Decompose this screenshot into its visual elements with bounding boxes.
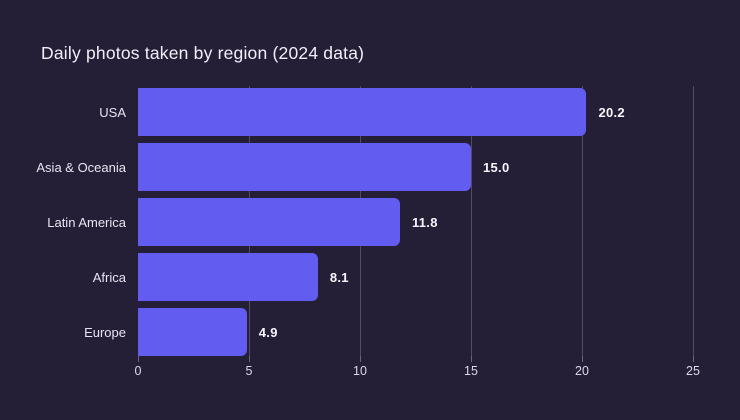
bar-row: USA 20.2	[99, 88, 693, 136]
gridline	[693, 86, 694, 356]
category-label: Latin America	[47, 214, 126, 230]
x-tick-mark	[582, 356, 583, 362]
bar	[138, 88, 587, 136]
plot-area: USA 20.2 Asia & Oceania 15.0 Latin America 11…	[36, 86, 694, 356]
value-label: 11.8	[411, 214, 438, 230]
bar	[138, 198, 400, 246]
x-tick-mark	[693, 356, 694, 362]
x-tick-mark	[471, 356, 472, 362]
bar-row: Europe 4.9	[84, 308, 693, 356]
chart-title: Daily photos taken by region (2024 data)	[41, 43, 365, 63]
value-label: 15.0	[483, 159, 510, 175]
bar-row: Asia & Oceania 15.0	[36, 143, 693, 191]
gridline	[471, 86, 472, 356]
gridline	[582, 86, 583, 356]
category-label: USA	[99, 104, 126, 120]
category-label: Europe	[84, 324, 126, 340]
bar	[138, 253, 318, 301]
bar	[138, 308, 247, 356]
x-tick-label: 5	[245, 364, 253, 378]
x-tick-label: 10	[353, 364, 367, 378]
value-label: 20.2	[598, 104, 625, 120]
bar-row: Africa 8.1	[93, 253, 693, 301]
x-tick-label: 25	[686, 364, 700, 378]
bar-row: Latin America 11.8	[47, 198, 693, 246]
value-label: 4.9	[258, 324, 278, 340]
x-tick-mark	[360, 356, 361, 362]
x-tick-mark	[138, 356, 139, 362]
x-tick-label: 20	[575, 364, 589, 378]
x-tick-label: 15	[464, 364, 478, 378]
x-axis: 0 5 10 15 20 25	[134, 356, 700, 386]
x-tick-label: 0	[134, 364, 142, 378]
category-label: Africa	[92, 269, 126, 285]
x-tick-mark	[249, 356, 250, 362]
value-label: 8.1	[329, 269, 349, 285]
bar	[138, 143, 471, 191]
category-label: Asia & Oceania	[36, 159, 126, 175]
